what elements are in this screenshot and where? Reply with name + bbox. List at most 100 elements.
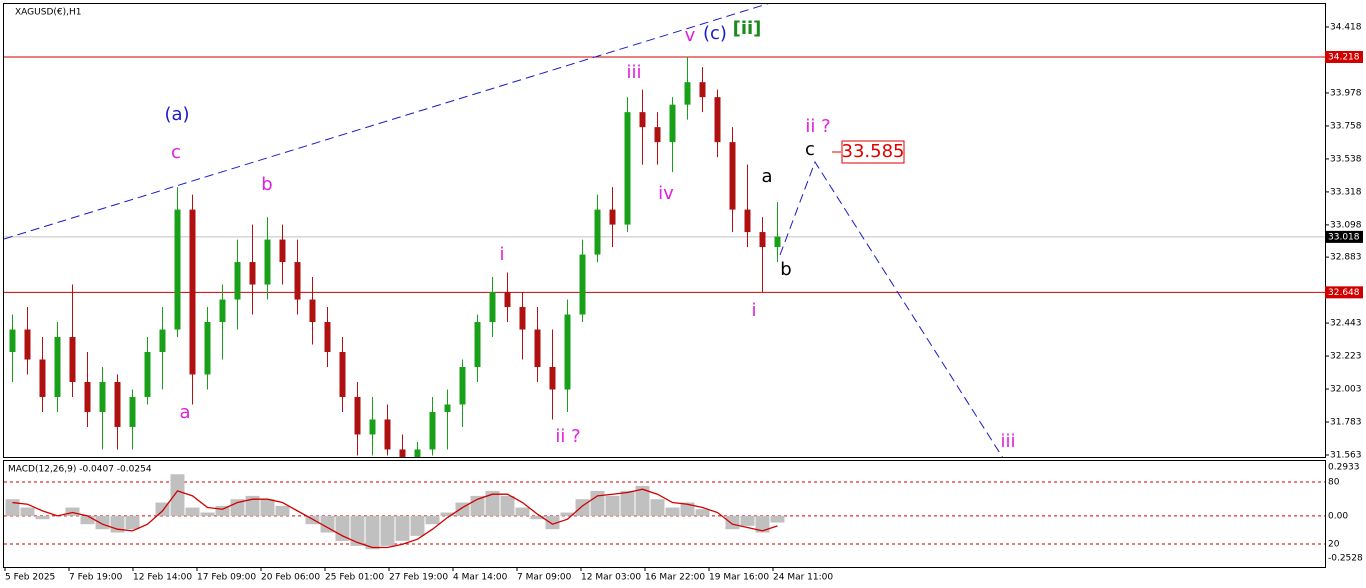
- candle-body: [144, 352, 151, 397]
- title: XAGUSD(€),H1: [15, 8, 81, 18]
- candle-body: [489, 292, 496, 323]
- macd-bar: [650, 499, 665, 516]
- candle-body: [99, 381, 106, 412]
- macd-bar: [545, 515, 560, 530]
- macd-bar: [125, 515, 140, 530]
- candle-body: [204, 322, 211, 375]
- y-tick-label: 31.783: [1330, 418, 1362, 428]
- candle-body: [594, 209, 601, 255]
- wave-label: iii: [1000, 431, 1015, 452]
- candle-body: [84, 381, 91, 412]
- macd-bar: [95, 515, 110, 530]
- macd-bar: [20, 507, 35, 516]
- candle-body: [339, 352, 346, 397]
- macd-bar: [170, 474, 185, 516]
- wave-label: v: [685, 25, 696, 46]
- macd-bar: [590, 490, 605, 516]
- candle-body: [744, 209, 751, 233]
- x-tick-label: 5 Feb 2025: [5, 573, 55, 583]
- y-tick-label: 33.758: [1330, 121, 1362, 131]
- candle-body: [444, 404, 451, 412]
- candle-body: [579, 254, 586, 315]
- last-price-box: [1325, 230, 1363, 243]
- macd-level-label: 80: [1328, 477, 1340, 487]
- x-tick-label: 7 Feb 19:00: [69, 573, 123, 583]
- candle-body: [159, 329, 166, 353]
- candle-body: [24, 329, 31, 360]
- wave-label: c: [805, 139, 815, 160]
- level-label: 32.648: [1328, 288, 1360, 298]
- macd-bar: [305, 515, 320, 525]
- candle-body: [639, 112, 646, 128]
- macd-bar: [5, 499, 20, 516]
- macd-bar: [275, 505, 290, 516]
- candle-body: [714, 97, 721, 143]
- macd-bar: [410, 515, 425, 536]
- macd-bar: [620, 490, 635, 516]
- wave-label: i: [751, 300, 756, 321]
- candle-body: [429, 411, 436, 450]
- candle-body: [234, 262, 241, 300]
- wave-label: iv: [658, 183, 674, 204]
- wave-label: b: [780, 259, 791, 280]
- projection-path: [779, 160, 1003, 457]
- macd-level-label: 0.00: [1328, 511, 1348, 521]
- target-box: [841, 140, 905, 164]
- y-tick-label: 33.978: [1330, 88, 1362, 98]
- candle-body: [624, 112, 631, 225]
- candle-body: [504, 292, 511, 308]
- macd-tick-label: -0.2528: [1328, 554, 1363, 564]
- macd-bar: [725, 515, 740, 530]
- x-tick-label: 25 Feb 01:00: [325, 573, 384, 583]
- candle-body: [609, 209, 616, 225]
- candle-body: [759, 232, 766, 248]
- y-tick-label: 32.003: [1330, 385, 1362, 395]
- candle-body: [729, 142, 736, 210]
- macd-bar: [215, 505, 230, 516]
- macd-bar: [485, 490, 500, 516]
- macd-bar: [365, 515, 380, 550]
- candle-body: [189, 209, 196, 375]
- wave-label: ii ?: [555, 426, 580, 447]
- wave-label: c: [171, 142, 181, 163]
- macd-bar: [245, 495, 260, 516]
- y-tick-label: 33.538: [1330, 154, 1362, 164]
- x-tick-label: 16 Mar 22:00: [645, 573, 705, 583]
- wave-label: a: [179, 402, 190, 423]
- y-tick-label: 33.098: [1330, 220, 1362, 230]
- candle-body: [114, 381, 121, 427]
- candle-body: [249, 262, 256, 285]
- candle-body: [324, 322, 331, 353]
- macd-bar: [230, 499, 245, 516]
- macd-bar: [425, 515, 440, 525]
- macd-bar: [380, 515, 395, 546]
- candle-body: [9, 329, 16, 353]
- macd-bar: [695, 509, 710, 516]
- wave-label: iii: [626, 62, 641, 83]
- macd-bar: [515, 507, 530, 516]
- candle-body: [564, 314, 571, 390]
- macd-bar: [755, 515, 770, 533]
- macd-bar: [560, 512, 575, 516]
- macd-level-label: 20: [1328, 540, 1340, 550]
- candle-body: [774, 236, 781, 248]
- macd-bar: [440, 512, 455, 516]
- wave-label: (c): [703, 23, 727, 44]
- macd-bar: [350, 515, 365, 546]
- wave-label: b: [261, 174, 272, 195]
- candle-body: [294, 262, 301, 300]
- candle-body: [39, 359, 46, 397]
- macd-bar: [200, 512, 215, 516]
- x-tick-label: 27 Feb 19:00: [389, 573, 448, 583]
- y-tick-label: 34.418: [1330, 23, 1362, 33]
- macd-tick-label: 0.2933: [1328, 463, 1360, 473]
- wave-label: i: [499, 244, 504, 265]
- candle-body: [684, 82, 691, 105]
- candle-body: [69, 337, 76, 382]
- candle-body: [309, 299, 316, 323]
- macd-signal: [12, 488, 778, 549]
- candle-body: [384, 419, 391, 450]
- macd-bar: [530, 515, 545, 520]
- candle-body: [54, 337, 61, 397]
